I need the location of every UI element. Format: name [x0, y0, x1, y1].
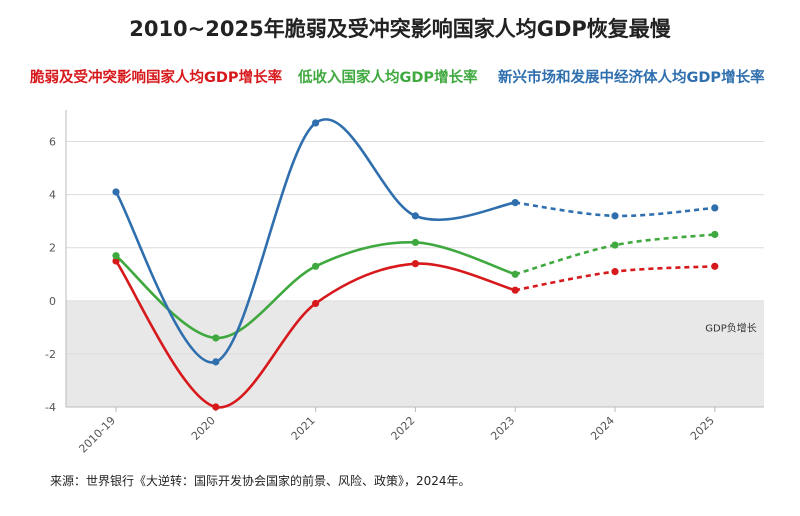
series-line-emerging-markets [114, 118, 517, 364]
data-point-fragile-states [511, 286, 519, 294]
data-point-low-income [312, 262, 320, 270]
series-forecast-line-low-income [514, 233, 715, 276]
data-point-emerging-markets [511, 199, 519, 207]
data-point-low-income [411, 238, 419, 247]
y-tick-label: 6 [49, 136, 56, 149]
data-point-low-income [112, 252, 120, 260]
data-point-fragile-states [711, 262, 719, 270]
chart-title: 2010~2025年脆弱及受冲突影响国家人均GDP恢复最慢 [129, 17, 671, 41]
negative-band-annotation: GDP负增长 [705, 321, 756, 334]
data-point-fragile-states [312, 299, 320, 308]
y-tick-label: -2 [45, 348, 56, 361]
y-tick-label: 2 [49, 242, 56, 255]
y-tick-label: -4 [45, 401, 56, 414]
x-tick-label: 2025 [688, 414, 717, 443]
data-point-fragile-states [112, 257, 120, 265]
legend-item-fragile-states: 脆弱及受冲突影响国家人均GDP增长率 [30, 70, 283, 86]
data-point-emerging-markets [611, 212, 619, 220]
data-point-fragile-states [212, 403, 220, 411]
legend-item-low-income: 低收入国家人均GDP增长率 [298, 70, 478, 86]
x-tick-label: 2023 [488, 414, 517, 443]
y-tick-label: 4 [49, 189, 56, 202]
data-point-low-income [711, 230, 719, 239]
data-point-low-income [212, 334, 220, 342]
x-tick-label: 2021 [289, 414, 318, 443]
data-point-low-income [611, 241, 619, 249]
data-point-low-income [511, 270, 519, 278]
data-point-emerging-markets [112, 188, 120, 196]
data-point-fragile-states [611, 268, 619, 276]
legend-item-emerging-markets: 新兴市场和发展中经济体人均GDP增长率 [498, 70, 765, 86]
data-point-emerging-markets [411, 212, 419, 220]
data-point-emerging-markets [212, 358, 220, 366]
y-tick-label: 0 [49, 295, 56, 308]
data-point-fragile-states [411, 260, 419, 268]
data-point-emerging-markets [312, 119, 320, 127]
source-note: 来源：世界银行《大逆转：国际开发协会国家的前景、风险、政策》，2024年。 [50, 474, 471, 488]
series-line-fragile-states [114, 259, 517, 409]
data-point-emerging-markets [711, 204, 719, 212]
x-tick-label: 2010-19 [76, 414, 118, 456]
x-tick-label: 2020 [189, 414, 218, 443]
x-tick-label: 2024 [588, 414, 617, 443]
x-tick-label: 2022 [389, 414, 418, 443]
